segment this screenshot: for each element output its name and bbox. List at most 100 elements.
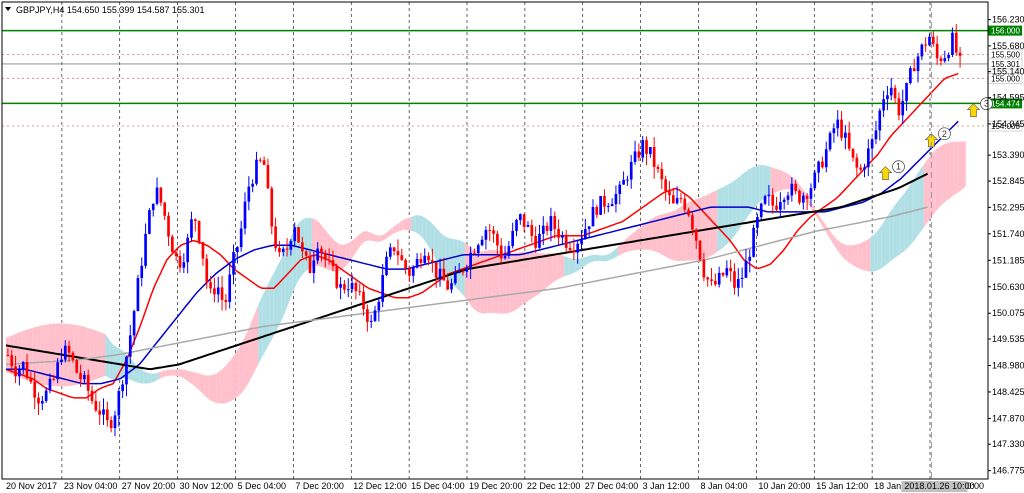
candle-body [496, 233, 499, 246]
candle-body [281, 248, 285, 253]
candle-body [117, 391, 121, 416]
cloud-segment [564, 256, 569, 277]
cloud-segment [614, 246, 618, 259]
candle-body [434, 262, 438, 278]
candle-body [431, 260, 434, 263]
candle-body [151, 203, 155, 211]
cloud-segment [480, 251, 484, 314]
candle-body [182, 262, 186, 268]
candle-body [44, 390, 48, 401]
cloud-segment [415, 215, 419, 235]
cloud-segment [877, 224, 882, 271]
ma-line-blue [6, 120, 959, 385]
candle-body [193, 219, 197, 222]
cloud-segment [942, 143, 947, 204]
candle-body [209, 282, 212, 289]
cloud-segment [384, 231, 389, 240]
candle-body [691, 215, 694, 230]
cloud-segment [441, 234, 446, 278]
cloud-segment [874, 230, 878, 272]
y-tick-label: 150.630 [992, 282, 1024, 292]
candle-body [274, 226, 277, 248]
cloud-segment [744, 170, 748, 223]
cloud-segment [220, 367, 224, 404]
cloud-segment [935, 146, 940, 212]
cloud-segment [568, 257, 572, 276]
candle-body [710, 279, 713, 281]
candle-body [266, 164, 270, 189]
y-tick-label: 155.140 [992, 67, 1024, 77]
candle-body [197, 221, 201, 243]
candle-body [583, 229, 587, 239]
cloud-segment [155, 372, 159, 382]
cloud-segment [755, 165, 760, 207]
candle-body [748, 256, 752, 261]
cloud-segment [736, 175, 741, 234]
cloud-segment [506, 252, 511, 314]
candle-body [740, 277, 744, 279]
cloud-segment [373, 233, 377, 242]
dropdown-triangle-icon[interactable] [5, 7, 11, 11]
cloud-segment [621, 239, 626, 255]
candle-body [492, 230, 495, 234]
candle-body [618, 184, 622, 194]
cloud-segment [552, 253, 557, 283]
candle-body [213, 288, 216, 295]
cloud-segment [705, 193, 710, 259]
candle-body [343, 284, 346, 290]
candle-body [205, 258, 209, 283]
y-tick-label: 147.870 [992, 413, 1024, 423]
cloud-segment [625, 236, 630, 253]
cloud-segment [277, 258, 282, 329]
candle-body [538, 233, 541, 248]
candle-body [844, 132, 847, 138]
candle-body [610, 204, 614, 207]
candle-body [350, 282, 354, 290]
cloud-segment [235, 347, 240, 399]
candle-body [786, 195, 790, 200]
candle-body [909, 68, 912, 84]
candle-body [335, 266, 339, 288]
candle-body [488, 230, 492, 232]
cloud-segment [885, 213, 890, 266]
level-tag [988, 25, 1022, 36]
candle-body [553, 216, 557, 229]
cloud-segment [396, 222, 400, 233]
cloud-segment [721, 186, 725, 250]
candle-body [912, 68, 916, 72]
candle-body [775, 205, 778, 210]
y-tick-label: 151.740 [992, 229, 1024, 239]
candle-body [33, 381, 37, 398]
candle-body [128, 335, 132, 357]
candle-body [346, 289, 350, 291]
cloud-segment [782, 170, 787, 190]
marker-label: 3 [984, 99, 989, 109]
cloud-segment [541, 253, 546, 293]
cloud-segment [931, 150, 936, 217]
candle-body [897, 98, 901, 116]
candle-body [771, 194, 775, 206]
candle-body [851, 148, 855, 158]
cloud-segment [216, 370, 221, 404]
cloud-segment [575, 258, 580, 273]
cloud-segment [430, 221, 435, 257]
candle-body [377, 301, 381, 311]
candle-body [6, 354, 10, 356]
x-tick-label: 15 Jan 12:00 [816, 481, 868, 491]
candle-body [599, 196, 602, 215]
cloud-segment [854, 244, 859, 269]
candle-body [484, 230, 488, 240]
candle-body [18, 368, 21, 377]
cloud-segment [273, 265, 278, 337]
cloud-segment [231, 353, 236, 401]
candle-body [155, 187, 159, 204]
candle-body [924, 44, 928, 46]
candle-body [821, 161, 824, 168]
cloud-segment [606, 253, 611, 262]
cloud-segment [591, 254, 595, 263]
cloud-segment [139, 368, 144, 384]
candle-body [312, 260, 316, 274]
candle-body [503, 256, 507, 259]
